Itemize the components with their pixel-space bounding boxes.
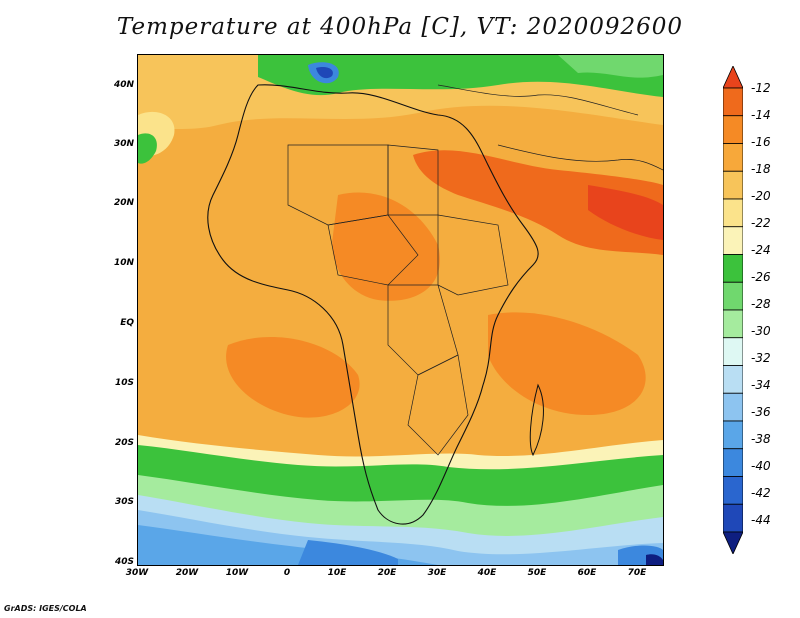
lat-tick-30n: 30N — [113, 139, 134, 149]
colorbar-swatch — [723, 115, 743, 144]
lat-tick-20s: 20S — [114, 438, 134, 448]
colorbar-label: -12 — [751, 81, 771, 95]
colorbar-swatch — [723, 531, 743, 554]
lat-tick-10s: 10S — [114, 378, 134, 388]
colorbar-swatch — [723, 337, 743, 366]
lon-tick-20e: 20E — [377, 568, 397, 578]
temperature-field — [138, 55, 663, 565]
colorbar-swatch — [723, 281, 743, 311]
lon-tick-10e: 10E — [327, 568, 347, 578]
lat-tick-40n: 40N — [113, 80, 134, 90]
colorbar-label: -36 — [751, 405, 771, 419]
lat-tick-10n: 10N — [113, 258, 134, 268]
colorbar-label: -26 — [751, 270, 771, 284]
lon-tick-40e: 40E — [477, 568, 497, 578]
colorbar-swatch — [723, 66, 743, 89]
colorbar-swatch — [723, 392, 743, 422]
colorbar-label: -44 — [751, 513, 771, 527]
lat-tick-40s: 40S — [114, 557, 134, 567]
colorbar-swatch — [723, 365, 743, 394]
lat-tick-eq: EQ — [120, 318, 134, 328]
lon-tick-70e: 70E — [627, 568, 647, 578]
colorbar-swatch — [723, 503, 743, 533]
colorbar-swatch — [723, 448, 743, 477]
map-title: Temperature at 400hPa [C], VT: 202009260… — [116, 14, 684, 40]
lat-tick-20n: 20N — [113, 198, 134, 208]
colorbar-label: -22 — [751, 216, 771, 230]
colorbar-label: -30 — [751, 324, 771, 338]
colorbar-label: -34 — [751, 378, 771, 392]
colorbar-label: -24 — [751, 243, 771, 257]
lat-tick-30s: 30S — [114, 497, 134, 507]
colorbar-swatch — [723, 143, 743, 172]
lon-tick-20w: 20W — [175, 568, 199, 578]
colorbar-label: -38 — [751, 432, 771, 446]
colorbar-swatch — [723, 254, 743, 283]
colorbar-label: -42 — [751, 486, 771, 500]
colorbar — [723, 66, 743, 554]
colorbar-label: -14 — [751, 108, 771, 122]
temperature-map — [137, 54, 664, 566]
colorbar-label: -32 — [751, 351, 771, 365]
colorbar-swatch — [723, 226, 743, 255]
colorbar-swatch — [723, 170, 743, 200]
colorbar-swatch — [723, 309, 743, 339]
lon-tick-0: 0 — [283, 568, 291, 578]
lon-tick-10w: 10W — [225, 568, 249, 578]
lon-tick-60e: 60E — [577, 568, 597, 578]
colorbar-swatch — [723, 420, 743, 450]
colorbar-label: -28 — [751, 297, 771, 311]
colorbar-label: -16 — [751, 135, 771, 149]
colorbar-label: -18 — [751, 162, 771, 176]
lon-tick-30w: 30W — [125, 568, 149, 578]
colorbar-swatch — [723, 476, 743, 505]
colorbar-label: -20 — [751, 189, 771, 203]
colorbar-swatch — [723, 87, 743, 117]
colorbar-label: -40 — [751, 459, 771, 473]
credit-footer: GrADS: IGES/COLA — [4, 604, 87, 613]
lon-tick-30e: 30E — [427, 568, 447, 578]
lon-tick-50e: 50E — [527, 568, 547, 578]
colorbar-swatch — [723, 198, 743, 228]
